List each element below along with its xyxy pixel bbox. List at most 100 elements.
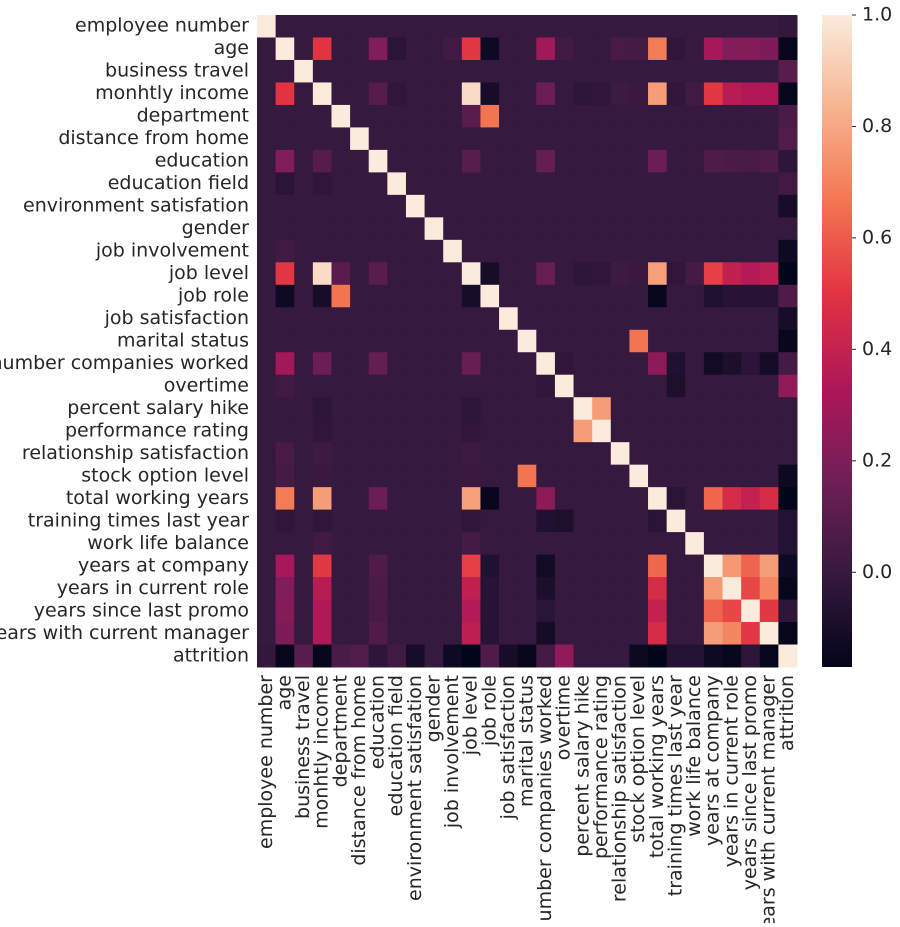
- cell: [312, 37, 332, 61]
- cell: [480, 127, 500, 151]
- cell: [517, 599, 537, 623]
- cell: [461, 644, 481, 668]
- cell: [722, 532, 742, 556]
- cell: [759, 329, 779, 353]
- cell: [573, 262, 593, 286]
- cell: [722, 352, 742, 376]
- cell: [499, 464, 519, 488]
- cell: [461, 442, 481, 466]
- cell: [554, 307, 575, 331]
- cell: [368, 554, 388, 578]
- cell: [387, 352, 407, 376]
- x-tick-label: stock option level: [627, 675, 649, 843]
- cell: [610, 329, 630, 353]
- cell: [499, 419, 519, 443]
- cell: [350, 554, 370, 578]
- cell: [722, 329, 742, 353]
- y-tick-label: percent salary hike: [67, 397, 249, 419]
- y-tick-label: years with current manager: [0, 622, 249, 644]
- cell: [648, 442, 668, 466]
- cell: [610, 509, 630, 533]
- cell: [405, 239, 426, 263]
- x-tick-label: marital status: [516, 675, 538, 807]
- cell: [443, 149, 463, 173]
- cell: [461, 509, 481, 533]
- cell: [573, 374, 593, 398]
- cell: [499, 644, 519, 668]
- cell: [554, 509, 575, 533]
- cell: [778, 397, 798, 421]
- cell: [405, 374, 426, 398]
- cell: [312, 127, 332, 151]
- cell: [424, 149, 444, 173]
- cell: [331, 149, 351, 173]
- cell: [387, 374, 407, 398]
- cell: [331, 329, 351, 353]
- cell: [517, 194, 537, 218]
- cell: [424, 15, 444, 38]
- cell: [294, 59, 314, 83]
- cell: [703, 509, 724, 533]
- y-tick-label: total working years: [66, 487, 249, 509]
- cell: [666, 329, 686, 353]
- cell: [554, 172, 575, 196]
- cell: [629, 329, 649, 353]
- cell: [424, 172, 444, 196]
- cell: [592, 374, 612, 398]
- cell: [722, 194, 742, 218]
- y-tick-label: work life balance: [87, 532, 249, 554]
- x-tick-label: employee number: [255, 675, 277, 849]
- cell: [480, 532, 500, 556]
- cell: [424, 487, 444, 511]
- cell: [331, 644, 351, 668]
- cell: [387, 509, 407, 533]
- cell: [443, 397, 463, 421]
- cell: [350, 262, 370, 286]
- cell: [685, 127, 705, 151]
- cell: [331, 217, 351, 241]
- cell: [257, 397, 277, 421]
- cell: [424, 374, 444, 398]
- y-tick-label: job involvement: [95, 240, 249, 262]
- cell: [648, 194, 668, 218]
- cell: [405, 397, 426, 421]
- x-tick-label: department: [329, 675, 351, 787]
- cell: [759, 577, 779, 601]
- cell: [610, 127, 630, 151]
- cell: [424, 239, 444, 263]
- cell: [312, 329, 332, 353]
- cell: [573, 464, 593, 488]
- cell: [554, 127, 575, 151]
- cell: [424, 532, 444, 556]
- cell: [424, 194, 444, 218]
- cell: [554, 442, 575, 466]
- cell: [443, 599, 463, 623]
- cell: [759, 487, 779, 511]
- cell: [257, 644, 277, 668]
- cell: [648, 239, 668, 263]
- cell: [666, 127, 686, 151]
- cell: [424, 104, 444, 128]
- cell: [554, 464, 575, 488]
- cell: [257, 352, 277, 376]
- cell: [517, 149, 537, 173]
- cell: [629, 464, 649, 488]
- cell: [312, 307, 332, 331]
- cell: [517, 419, 537, 443]
- cell: [312, 284, 332, 308]
- cell: [648, 464, 668, 488]
- cell: [554, 554, 575, 578]
- cell: [294, 599, 314, 623]
- cell: [350, 374, 370, 398]
- cell: [443, 15, 463, 38]
- cell: [759, 149, 779, 173]
- y-tick-label: attrition: [173, 644, 249, 666]
- cell: [275, 307, 295, 331]
- cell: [741, 284, 761, 308]
- cell: [424, 352, 444, 376]
- cell: [592, 217, 612, 241]
- cell: [666, 15, 686, 38]
- cell: [517, 37, 537, 61]
- cell: [722, 104, 742, 128]
- cell: [629, 217, 649, 241]
